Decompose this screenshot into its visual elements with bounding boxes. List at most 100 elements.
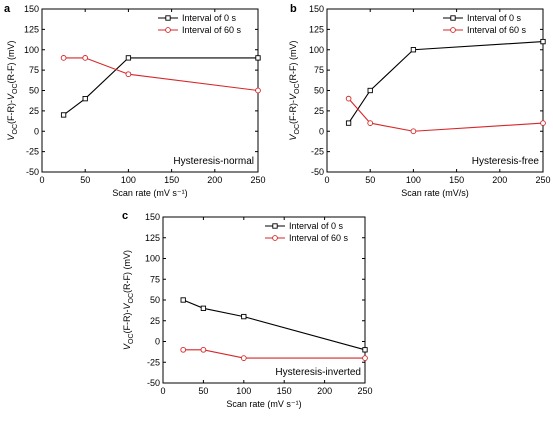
y-tick-label: 75: [150, 274, 160, 284]
legend-label: Interval of 60 s: [289, 233, 349, 243]
data-point-circle: [60, 55, 67, 61]
y-tick-label: 0: [319, 126, 324, 136]
y-tick-label: -50: [147, 378, 160, 388]
y-axis-title: VOC(F-R)-VOC(R-F) (mV): [288, 40, 301, 140]
data-point-circle: [345, 95, 352, 102]
y-tick-label: 125: [145, 233, 160, 243]
series-line-interval-60s: [183, 349, 365, 359]
series-line-interval-60s: [348, 98, 544, 132]
data-point-square: [180, 297, 186, 303]
chart-panel-b: b 0 50 100 150 200 250 -50 -25 0 25 50 75 100 125 150 Sc…: [288, 3, 551, 198]
y-tick-label: 25: [150, 316, 160, 326]
x-tick-label: 150: [164, 175, 179, 185]
legend-label: Interval of 0 s: [182, 13, 237, 23]
series-line-interval-0s: [63, 57, 258, 116]
x-tick-label: 150: [277, 386, 292, 396]
data-point-square: [362, 347, 368, 353]
x-tick-label: 50: [80, 175, 90, 185]
legend-label: Interval of 0 s: [467, 13, 522, 23]
y-tick-label: 25: [29, 106, 39, 116]
x-tick-label: 250: [357, 386, 372, 396]
x-axis-title: Scan rate (mV s⁻¹): [112, 188, 187, 198]
panel-letter: a: [4, 3, 11, 15]
y-tick-label: 75: [314, 65, 324, 75]
data-point-circle: [240, 355, 247, 361]
data-point-circle: [410, 128, 417, 135]
x-tick-label: 250: [535, 175, 550, 185]
data-point-square: [60, 112, 67, 118]
y-tick-label: 125: [309, 24, 324, 34]
y-tick-label: 50: [314, 86, 324, 96]
data-point-circle: [362, 355, 368, 361]
x-axis-title: Scan rate (mV s⁻¹): [226, 399, 301, 409]
series-line-interval-0s: [348, 41, 544, 124]
data-point-circle: [125, 71, 132, 78]
data-point-square: [345, 120, 352, 126]
y-tick-label: 125: [24, 24, 39, 34]
y-tick-label: 100: [309, 45, 324, 55]
x-tick-label: 50: [365, 175, 375, 185]
y-axis-title: VOC(F-R)-VOC(R-F) (mV): [122, 250, 135, 350]
y-tick-label: -25: [311, 147, 324, 157]
data-point-square: [367, 87, 373, 94]
chart-panel-c: c 0 50 100 150 200 250 -50 -25 0 25 50 75 100 125 150 Sc…: [122, 210, 373, 409]
x-tick-label: 100: [236, 386, 251, 396]
data-point-square: [410, 47, 417, 53]
y-tick-label: 100: [145, 254, 160, 264]
legend-marker-circle: [450, 27, 456, 33]
x-tick-label: 200: [492, 175, 507, 185]
x-tick-label: 0: [160, 386, 165, 396]
data-point-circle: [180, 346, 187, 353]
x-tick-label: 150: [449, 175, 464, 185]
x-tick-label: 0: [324, 175, 329, 185]
panel-letter: b: [290, 3, 297, 15]
y-tick-label: -50: [311, 167, 324, 177]
legend-label: Interval of 0 s: [289, 221, 344, 231]
x-tick-label: 100: [406, 175, 421, 185]
legend-marker-square: [450, 15, 456, 21]
x-tick-label: 200: [317, 386, 332, 396]
hysteresis-annotation: Hysteresis-free: [472, 156, 540, 167]
x-tick-label: 200: [207, 175, 222, 185]
hysteresis-annotation: Hysteresis-inverted: [275, 367, 361, 378]
panel-letter: c: [122, 210, 128, 222]
y-tick-label: -25: [26, 147, 39, 157]
data-point-square: [200, 305, 207, 311]
data-point-circle: [82, 55, 89, 61]
data-point-square: [82, 95, 88, 102]
y-tick-label: -25: [147, 357, 160, 367]
legend-marker-square: [272, 223, 278, 229]
x-tick-label: 0: [39, 175, 44, 185]
legend-marker-circle: [165, 27, 171, 33]
series-line-interval-60s: [63, 57, 259, 92]
legend-marker-square: [165, 15, 171, 21]
y-tick-label: 150: [309, 4, 324, 14]
legend-label: Interval of 60 s: [182, 25, 242, 35]
data-point-square: [255, 55, 261, 61]
y-axis-title: VOC(F-R)-VOC(R-F) (mV): [6, 40, 19, 140]
y-tick-label: 150: [145, 212, 160, 222]
data-point-circle: [200, 346, 207, 353]
series-line-interval-0s: [182, 299, 366, 351]
data-point-circle: [540, 120, 546, 126]
y-tick-label: 0: [155, 337, 160, 347]
chart-panel-a: a 0 50 100 150 200 250 -50 -25 0 25 50 75 100 125 150 Sc…: [4, 3, 266, 198]
y-tick-label: 100: [24, 45, 39, 55]
y-tick-label: 50: [29, 86, 39, 96]
y-tick-label: 25: [314, 106, 324, 116]
data-point-circle: [255, 87, 261, 94]
x-tick-label: 250: [250, 175, 265, 185]
data-point-square: [125, 55, 132, 61]
data-point-square: [241, 313, 247, 320]
y-tick-label: 0: [34, 126, 39, 136]
y-tick-label: 50: [150, 295, 160, 305]
y-tick-label: 75: [29, 65, 39, 75]
y-tick-label: -50: [26, 167, 39, 177]
legend-marker-circle: [272, 235, 278, 241]
data-point-square: [540, 38, 546, 45]
y-tick-label: 150: [24, 4, 39, 14]
legend-label: Interval of 60 s: [467, 25, 527, 35]
data-point-circle: [367, 120, 374, 126]
x-tick-label: 100: [121, 175, 136, 185]
